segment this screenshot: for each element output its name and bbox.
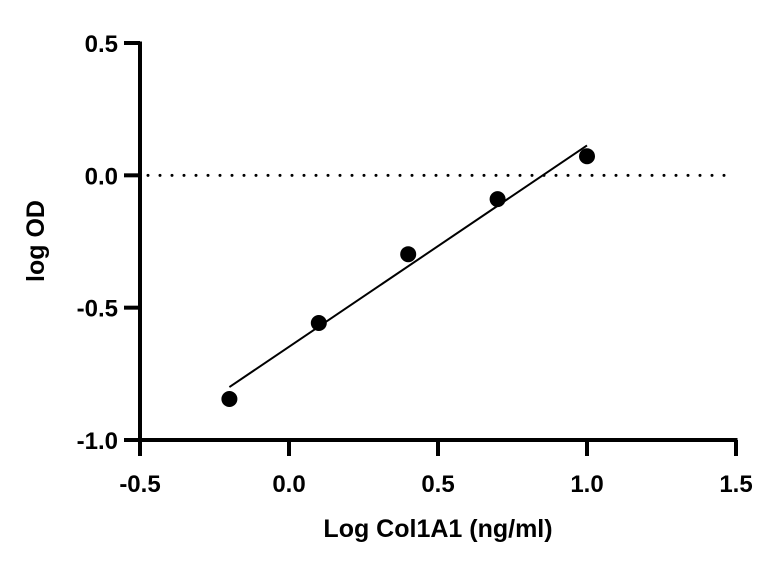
x-tick-label: 1.0 [570,471,603,498]
y-tick-label: -1.0 [77,428,118,455]
data-point [310,315,327,332]
data-point [489,191,506,208]
data-points [221,148,595,407]
fit-line [228,144,588,388]
y-tick-label: 0.5 [85,31,118,58]
data-point [400,246,417,263]
x-axis-ticks: -0.5 0.0 0.5 1.0 1.5 [119,440,753,498]
x-tick-label: -0.5 [119,471,160,498]
regression-line [228,144,588,388]
data-point [579,148,595,165]
x-tick-label: 1.5 [719,471,752,498]
x-axis-title: Log Col1A1 (ng/ml) [323,515,552,543]
axes [138,41,738,442]
y-tick-label: -0.5 [77,296,118,323]
y-axis-ticks: -1.0 -0.5 0.0 0.5 [77,31,140,455]
y-tick-label: 0.0 [85,163,118,190]
y-axis-title: log OD [22,200,50,282]
x-tick-label: 0.0 [272,471,305,498]
x-tick-label: 0.5 [421,471,454,498]
data-point [221,390,238,407]
